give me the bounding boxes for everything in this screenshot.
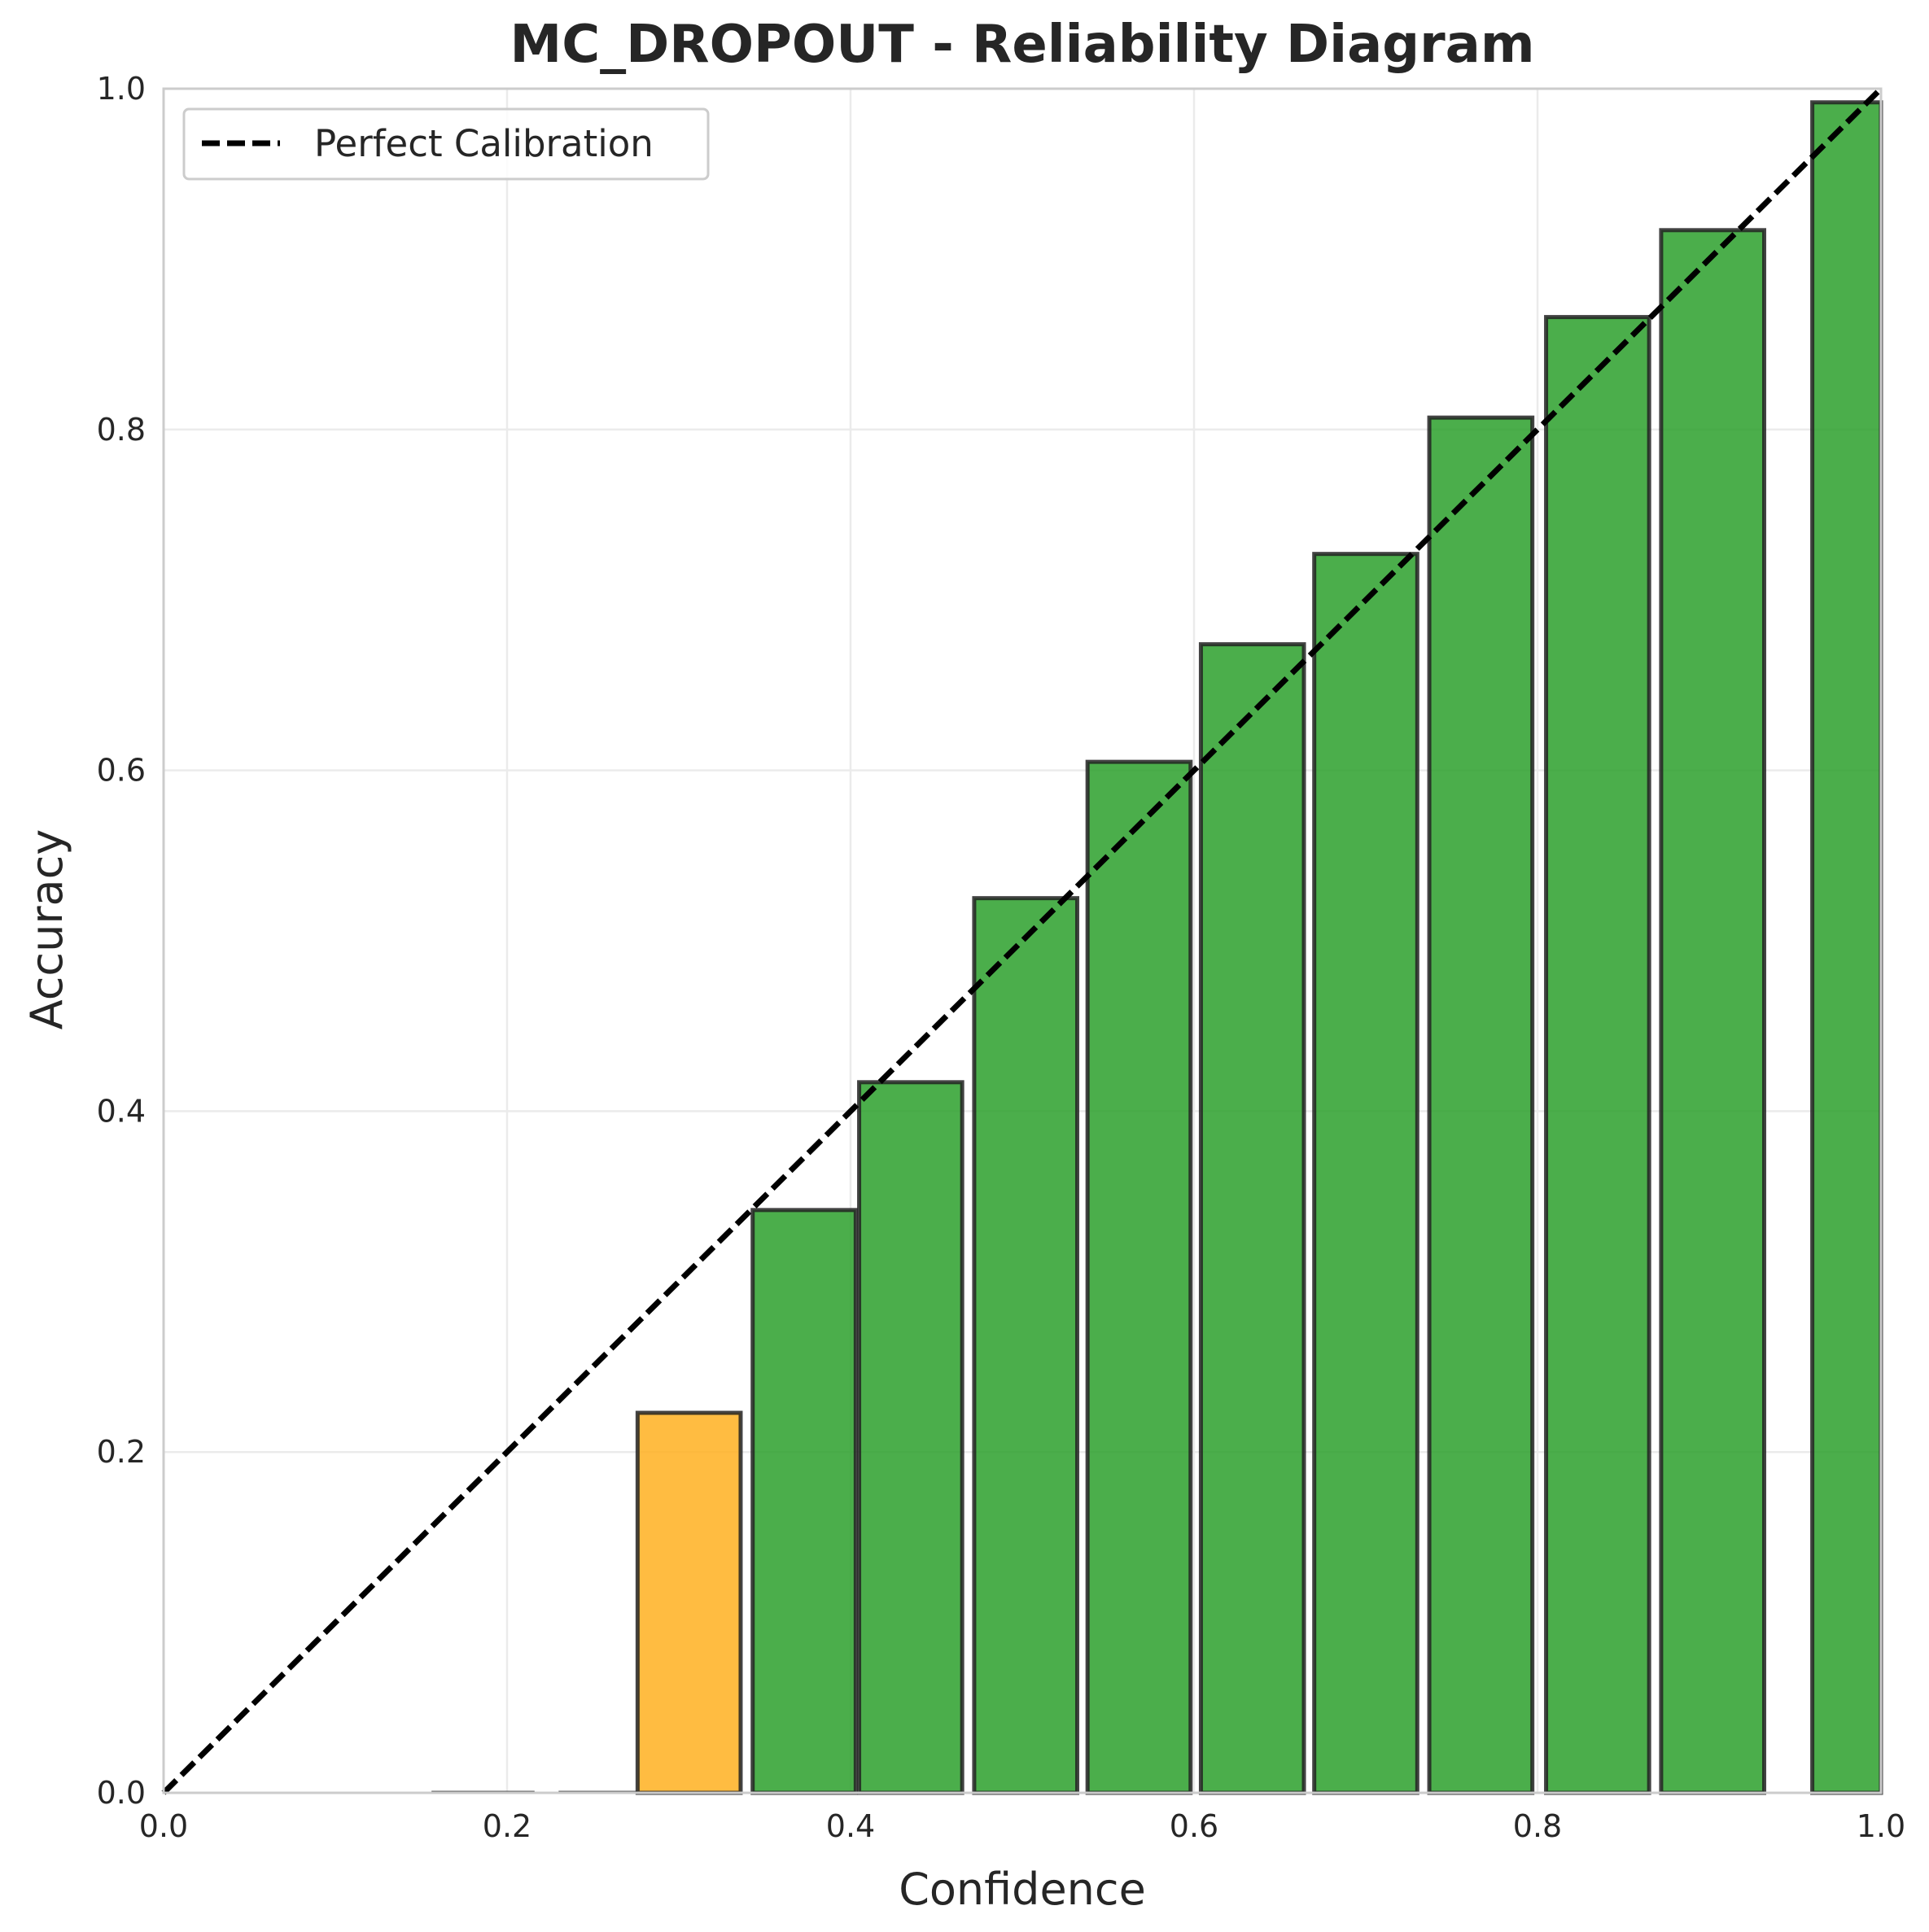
legend: Perfect Calibration bbox=[182, 107, 710, 181]
bar-3 bbox=[750, 1208, 858, 1795]
chart-title: MC_DROPOUT - Reliability Diagram bbox=[510, 15, 1535, 75]
legend-box bbox=[182, 107, 710, 181]
y-tick-label-3: 0.6 bbox=[97, 753, 146, 789]
bar-4 bbox=[857, 1080, 964, 1795]
ticks: 0.0 0.2 0.4 0.6 0.8 1.0 0.0 0.2 0.4 0.6 0.8 1.0 bbox=[97, 71, 1906, 1844]
x-tick-label-5: 1.0 bbox=[1857, 1808, 1905, 1844]
y-tick-label-5: 1.0 bbox=[97, 71, 146, 107]
bar-10 bbox=[1544, 315, 1651, 1795]
bar-5 bbox=[972, 896, 1080, 1795]
x-tick-label-2: 0.4 bbox=[826, 1808, 875, 1844]
bar-9 bbox=[1427, 415, 1535, 1795]
bar-7 bbox=[1198, 642, 1306, 1795]
y-tick-label-2: 0.4 bbox=[97, 1093, 146, 1129]
bar-12 bbox=[1810, 100, 1883, 1795]
x-tick-label-4: 0.8 bbox=[1513, 1808, 1562, 1844]
x-tick-label-1: 0.2 bbox=[483, 1808, 531, 1844]
y-axis-label: Accuracy bbox=[21, 829, 72, 1030]
x-tick-label-3: 0.6 bbox=[1170, 1808, 1218, 1844]
bar-11 bbox=[1659, 228, 1767, 1795]
bar-2 bbox=[635, 1410, 743, 1795]
y-tick-label-1: 0.2 bbox=[97, 1434, 146, 1470]
bar-8 bbox=[1312, 552, 1419, 1795]
y-tick-label-0: 0.0 bbox=[97, 1775, 146, 1811]
x-axis-label: Confidence bbox=[899, 1864, 1146, 1915]
x-tick-label-0: 0.0 bbox=[139, 1808, 188, 1844]
bar-6 bbox=[1085, 759, 1193, 1795]
y-tick-label-4: 0.8 bbox=[97, 412, 146, 448]
axes-frame bbox=[162, 87, 1883, 1794]
legend-entry-perfect-calibration: Perfect Calibration bbox=[314, 122, 654, 165]
